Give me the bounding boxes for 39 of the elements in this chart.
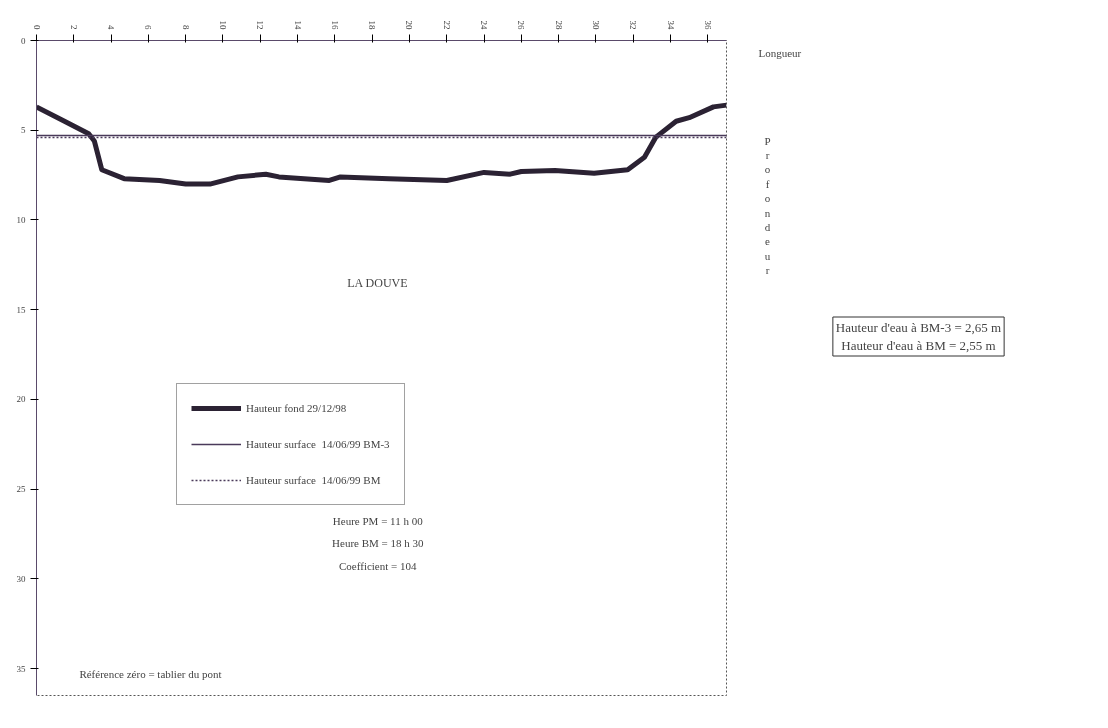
x-tick-label: 36 [702, 20, 713, 30]
x-tick-label: 18 [367, 20, 378, 30]
x-tick-label: 24 [479, 20, 490, 30]
x-tick-label: 0 [31, 25, 42, 30]
annotation: Heure BM = 18 h 30 [332, 536, 424, 549]
text: Hauteur d'eau à BM = 2,55 m [841, 338, 996, 353]
x-tick-label: 30 [590, 20, 601, 30]
y-tick-label: 5 [21, 125, 26, 136]
x-tick-label: 34 [665, 20, 676, 30]
y-tick-label: 35 [16, 663, 26, 674]
x-tick-label: 12 [255, 20, 266, 30]
x-tick-label: 16 [329, 20, 340, 30]
text: Hauteur d'eau à BM-3 = 2,65 m [835, 320, 1002, 335]
legend-label: Hauteur surface 14/06/99 BM-3 [246, 438, 390, 450]
x-tick-label: 10 [217, 20, 228, 30]
annotation: Heure PM = 11 h 00 [332, 515, 424, 528]
y-tick-label: 20 [16, 394, 26, 405]
x-tick-label: 4 [106, 25, 117, 30]
y-tick-label: 0 [21, 35, 26, 46]
legend-label: Hauteur surface 14/06/99 BM [246, 474, 381, 486]
x-tick-label: 32 [628, 20, 639, 30]
y-tick-label: 25 [16, 484, 26, 495]
x-tick-label: 8 [180, 25, 191, 30]
x-tick-label: 22 [441, 20, 452, 30]
x-axis-title: Longueur [758, 46, 802, 59]
y-tick-label: 30 [16, 573, 26, 584]
x-tick-label: 6 [143, 25, 154, 30]
x-tick-label: 20 [404, 20, 415, 30]
x-tick-label: 26 [516, 20, 527, 30]
y-tick-label: 10 [16, 214, 26, 225]
legend-label: Hauteur fond 29/12/98 [246, 402, 347, 414]
annotation: Coefficient = 104 [339, 560, 418, 573]
text: LA DOUVE [347, 275, 408, 290]
annotation: Référence zéro = tablier du pont [79, 667, 222, 680]
x-tick-label: 2 [68, 25, 79, 30]
x-tick-label: 14 [292, 20, 303, 30]
text: Profondeur [764, 134, 771, 277]
y-tick-label: 15 [16, 304, 26, 315]
x-tick-label: 28 [553, 20, 564, 30]
